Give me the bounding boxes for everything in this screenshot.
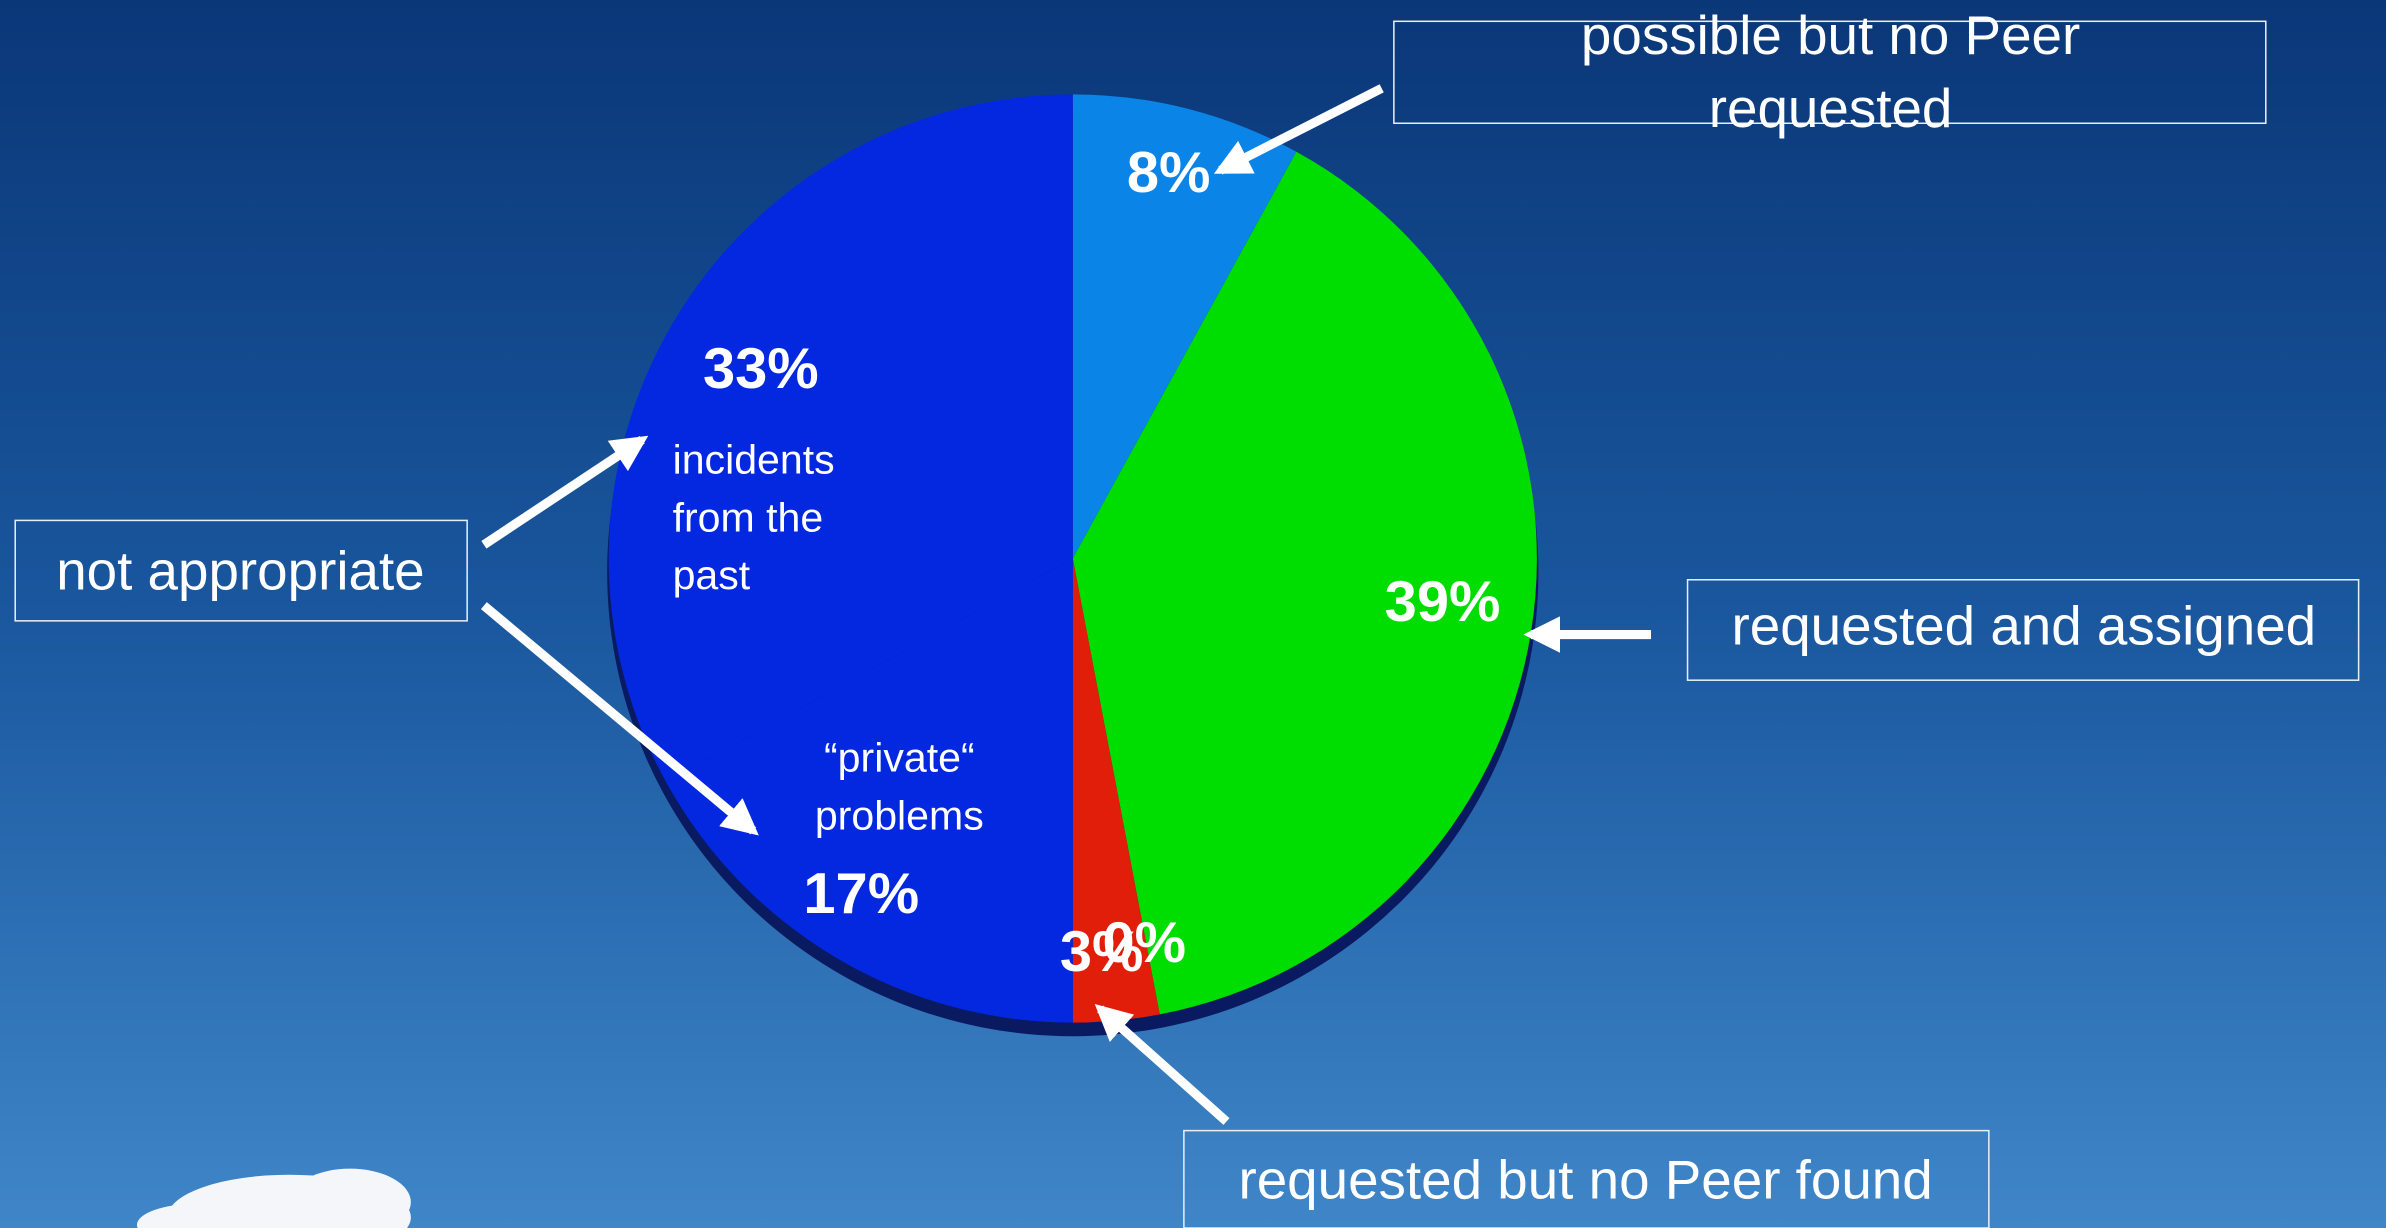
- slide: 8%39%3%0%17%33% possible but no Peerrequ…: [0, 0, 2386, 1228]
- annotation-text: from the: [673, 494, 824, 540]
- value-label: 39%: [1385, 570, 1501, 634]
- annotation-text: “private“: [824, 735, 975, 781]
- annotation-text: incidents: [673, 436, 835, 482]
- value-label: 0%: [1103, 911, 1187, 975]
- annotation-text: not appropriate: [56, 540, 424, 602]
- page: 8%39%3%0%17%33% possible but no Peerrequ…: [0, 0, 2386, 1228]
- annotation-text: possible but no Peer: [1581, 4, 2080, 66]
- value-label: 17%: [803, 862, 919, 926]
- value-label: 33%: [703, 337, 819, 401]
- annotation-text: requested: [1709, 77, 1953, 139]
- annotation-text: problems: [815, 793, 984, 839]
- annotation-text: requested but no Peer found: [1238, 1148, 1932, 1210]
- annotation-text: requested and assigned: [1732, 594, 2317, 656]
- value-label: 8%: [1127, 141, 1211, 205]
- annotation-text: past: [673, 552, 751, 598]
